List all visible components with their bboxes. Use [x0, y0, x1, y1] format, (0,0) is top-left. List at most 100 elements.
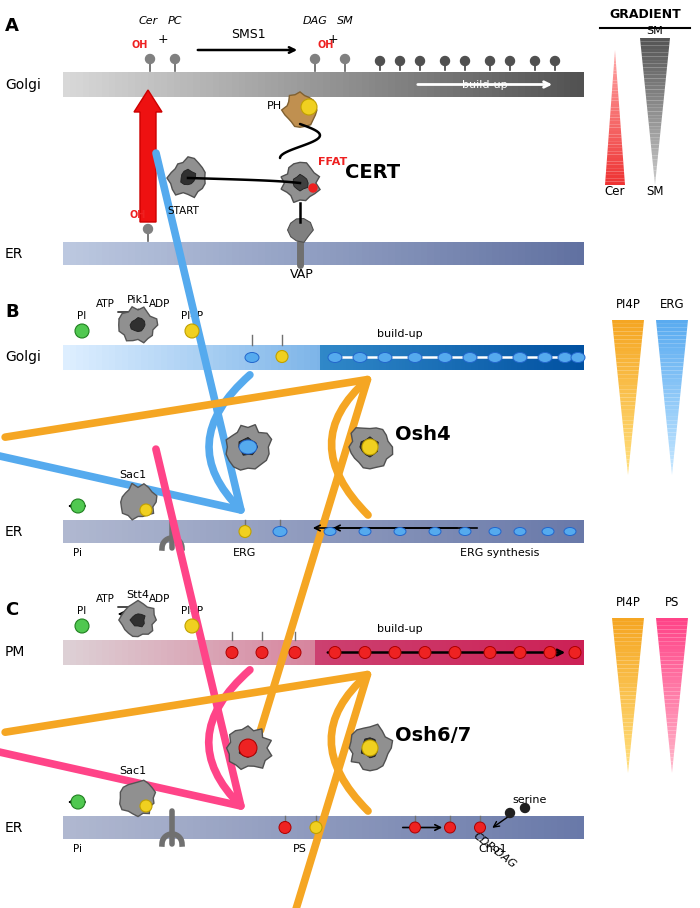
Bar	[368, 816, 375, 839]
Polygon shape	[617, 672, 638, 676]
Bar	[225, 520, 232, 543]
Bar	[349, 640, 356, 665]
Bar	[573, 345, 577, 370]
Polygon shape	[606, 168, 624, 172]
Polygon shape	[670, 456, 674, 459]
Polygon shape	[621, 707, 635, 711]
Bar	[167, 345, 174, 370]
Polygon shape	[239, 438, 258, 455]
Bar	[386, 345, 389, 370]
Bar	[505, 640, 512, 665]
Bar	[160, 520, 167, 543]
Bar	[388, 242, 395, 265]
Bar	[392, 345, 396, 370]
Polygon shape	[652, 152, 659, 155]
Polygon shape	[617, 367, 639, 370]
Bar	[422, 640, 426, 665]
Bar	[544, 640, 551, 665]
Bar	[320, 345, 324, 370]
Bar	[518, 345, 525, 370]
Bar	[452, 640, 456, 665]
Bar	[440, 345, 447, 370]
Polygon shape	[624, 432, 632, 436]
Polygon shape	[624, 730, 632, 735]
Bar	[180, 520, 187, 543]
Circle shape	[239, 739, 257, 757]
Bar	[366, 345, 370, 370]
Bar	[576, 640, 580, 665]
Bar	[89, 816, 96, 839]
Bar	[506, 640, 510, 665]
Circle shape	[550, 56, 559, 65]
Bar	[512, 640, 517, 665]
Bar	[258, 72, 265, 97]
Bar	[232, 816, 239, 839]
Polygon shape	[650, 130, 661, 133]
Polygon shape	[659, 649, 685, 653]
Bar	[284, 242, 291, 265]
Ellipse shape	[463, 352, 477, 362]
Circle shape	[505, 808, 514, 817]
Bar	[533, 640, 537, 665]
Bar	[570, 242, 577, 265]
Polygon shape	[167, 157, 205, 197]
Bar	[531, 345, 534, 370]
Bar	[479, 345, 486, 370]
Bar	[372, 640, 376, 665]
Bar	[349, 345, 356, 370]
Bar	[251, 640, 258, 665]
Bar	[389, 640, 393, 665]
Bar	[330, 816, 337, 839]
Bar	[556, 640, 560, 665]
Bar	[76, 345, 83, 370]
Bar	[407, 520, 414, 543]
Polygon shape	[668, 432, 676, 436]
Polygon shape	[624, 440, 631, 444]
Ellipse shape	[571, 352, 585, 362]
Bar	[342, 72, 349, 97]
Bar	[95, 520, 102, 543]
Bar	[447, 345, 454, 370]
Bar	[375, 640, 382, 665]
Polygon shape	[349, 725, 393, 771]
Polygon shape	[620, 401, 636, 405]
Bar	[389, 345, 393, 370]
Polygon shape	[659, 347, 685, 351]
Bar	[486, 816, 493, 839]
Polygon shape	[671, 471, 673, 475]
Polygon shape	[667, 723, 677, 726]
Bar	[538, 640, 545, 665]
Polygon shape	[607, 154, 623, 158]
Bar	[382, 345, 386, 370]
Circle shape	[531, 56, 540, 65]
Bar	[174, 345, 181, 370]
Bar	[415, 345, 419, 370]
Bar	[76, 816, 83, 839]
Bar	[342, 520, 349, 543]
Bar	[566, 640, 570, 665]
Bar	[141, 345, 148, 370]
Bar	[174, 640, 181, 665]
Bar	[421, 242, 428, 265]
Bar	[557, 640, 564, 665]
Polygon shape	[618, 680, 638, 684]
Bar	[160, 816, 167, 839]
Circle shape	[440, 56, 449, 65]
Polygon shape	[640, 38, 670, 42]
Polygon shape	[668, 735, 676, 738]
Text: PH: PH	[267, 101, 282, 111]
Text: PI: PI	[78, 311, 87, 321]
Bar	[245, 242, 252, 265]
Bar	[318, 640, 322, 665]
Bar	[349, 242, 356, 265]
Polygon shape	[614, 634, 643, 637]
Bar	[486, 640, 493, 665]
Bar	[463, 640, 466, 665]
Bar	[453, 242, 460, 265]
Bar	[486, 345, 493, 370]
Bar	[508, 345, 511, 370]
Ellipse shape	[558, 352, 572, 362]
Bar	[433, 242, 440, 265]
Circle shape	[144, 224, 153, 233]
Polygon shape	[671, 762, 673, 765]
